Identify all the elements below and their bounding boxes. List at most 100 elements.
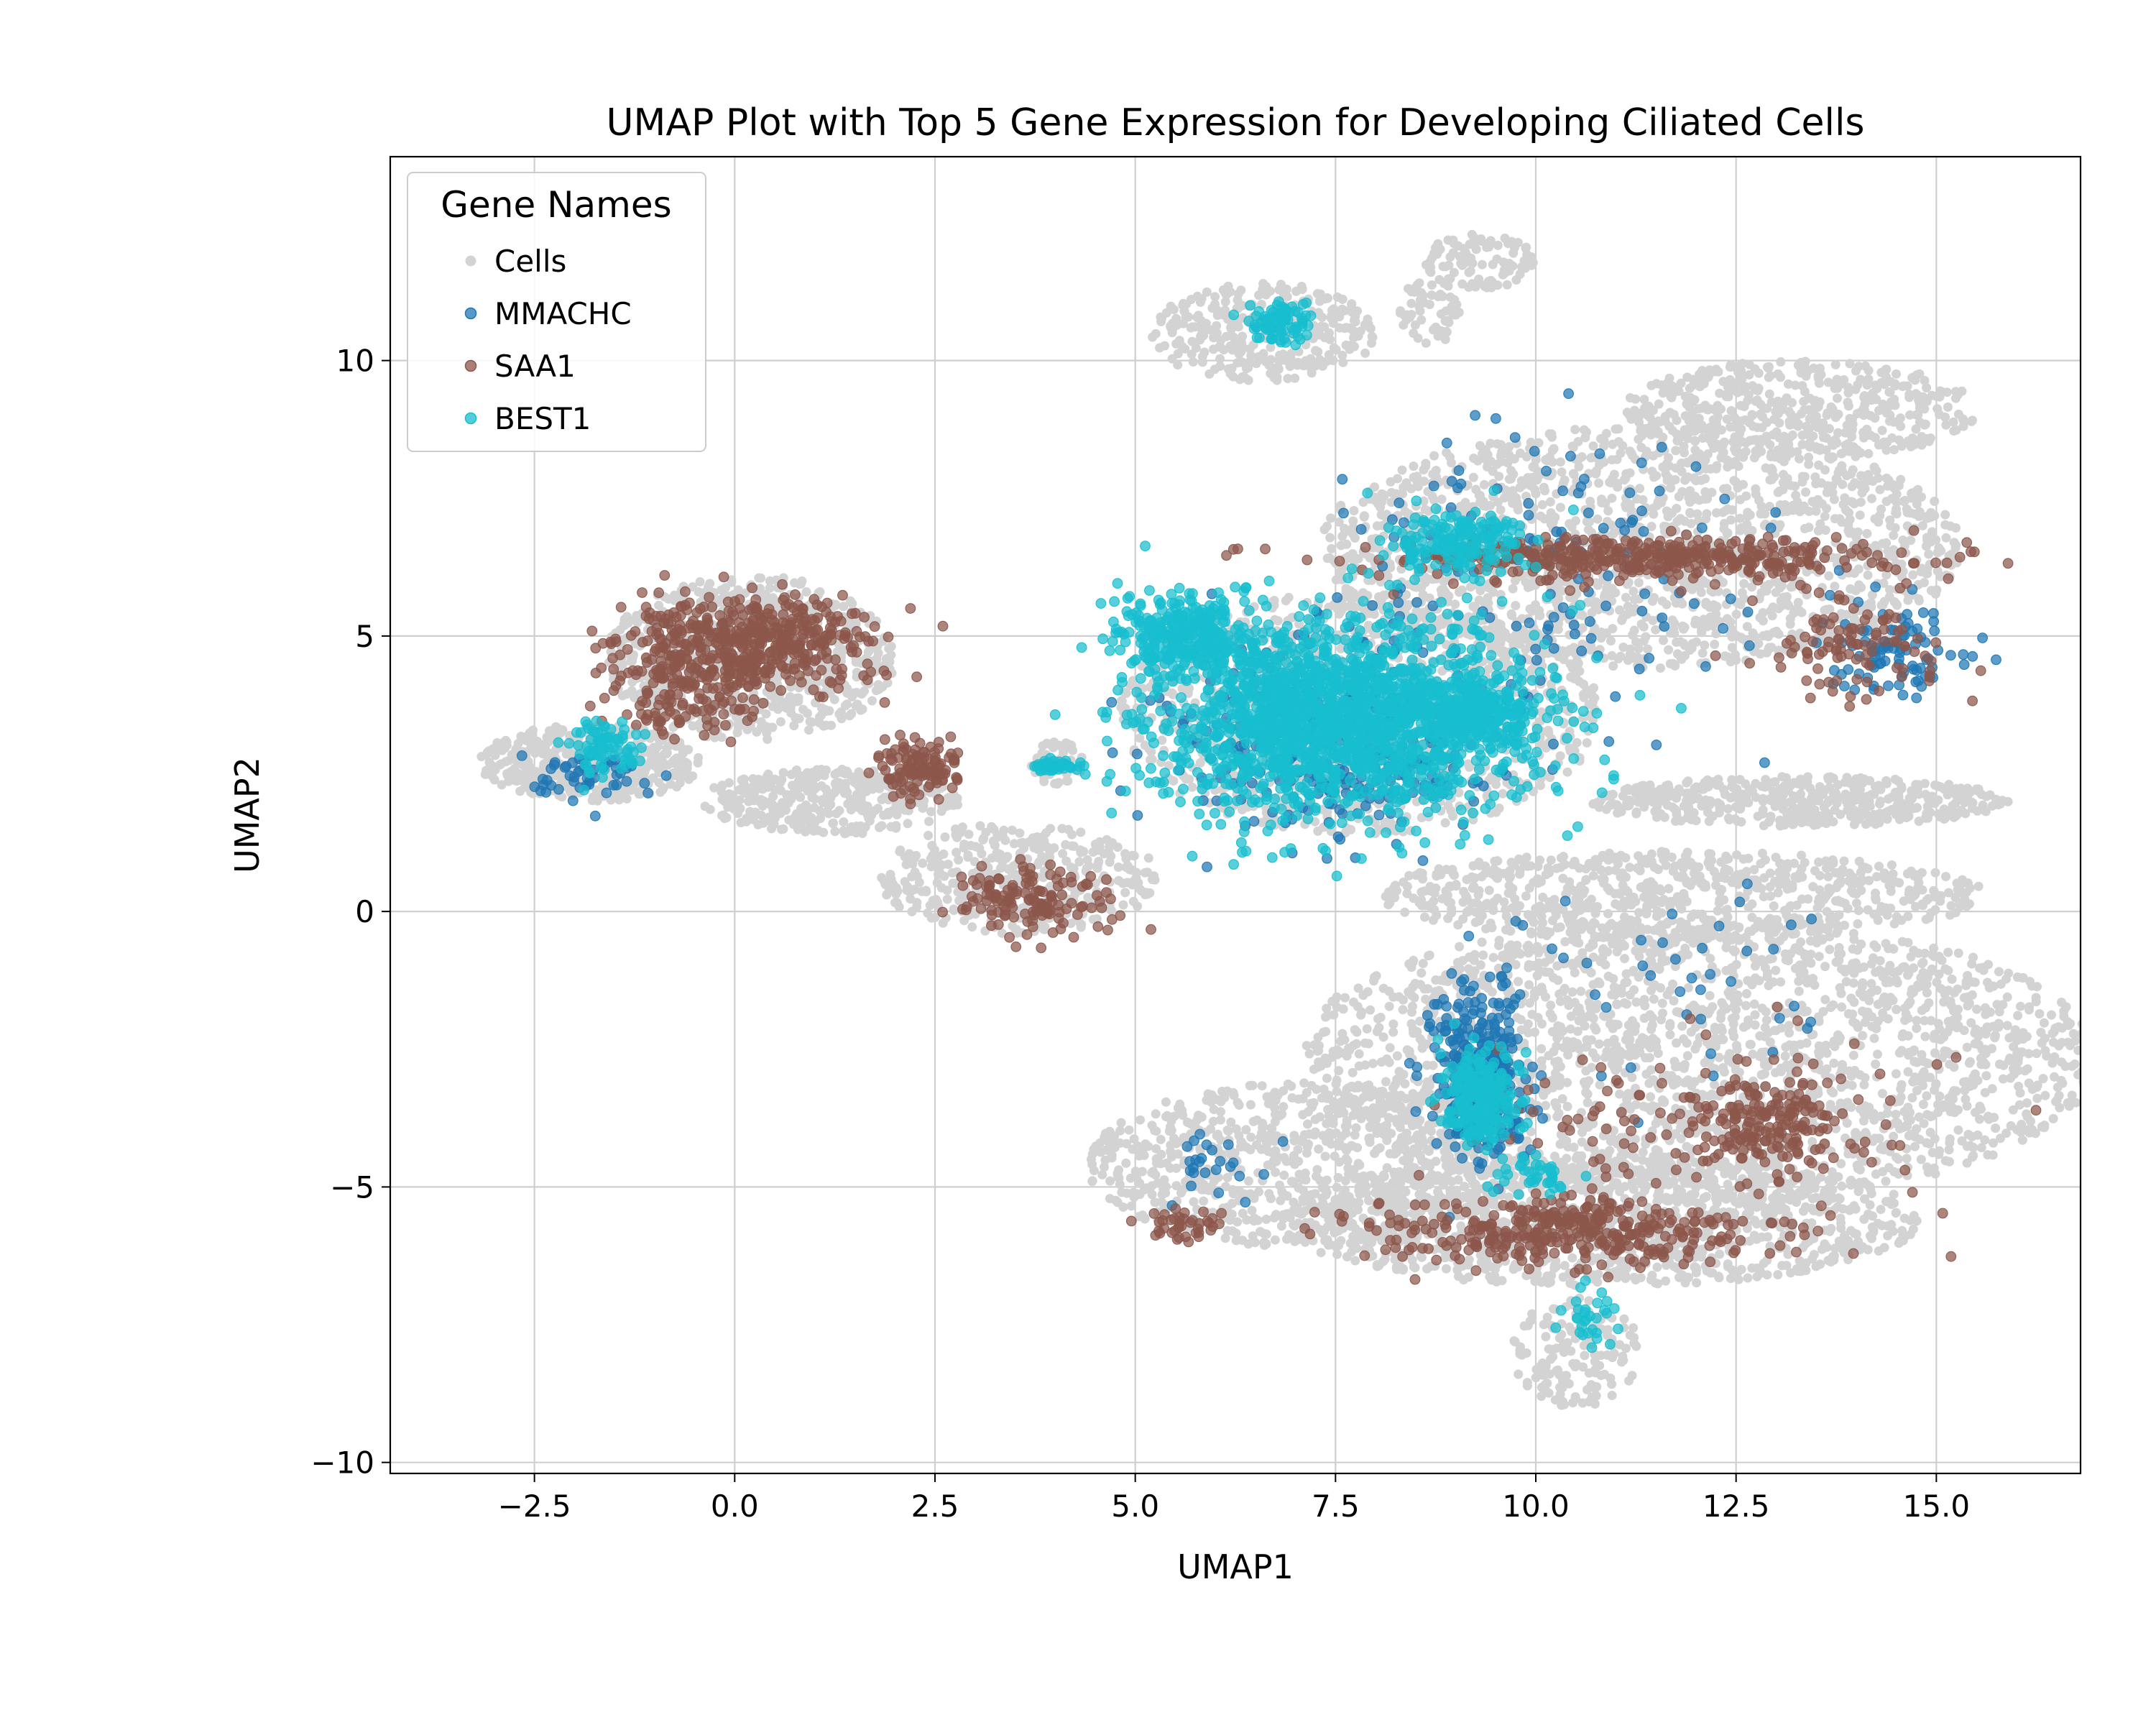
- point-cells: [1922, 569, 1932, 579]
- point-cells: [1406, 484, 1416, 494]
- point-cells: [543, 737, 553, 747]
- point-cells: [1773, 396, 1783, 406]
- point-cells: [1427, 280, 1437, 290]
- point-cells: [1272, 375, 1282, 385]
- point-cells: [1697, 648, 1708, 658]
- point-cells: [862, 809, 872, 819]
- point-cells: [1922, 383, 1932, 392]
- point-cells: [1663, 512, 1673, 522]
- point-cells: [1759, 631, 1769, 641]
- point-cells: [1508, 248, 1519, 258]
- point-cells: [939, 849, 949, 859]
- point-cells: [1723, 504, 1733, 514]
- point-cells: [1582, 427, 1591, 437]
- point-cells: [877, 873, 887, 883]
- point-cells: [854, 767, 864, 777]
- point-cells: [1192, 313, 1202, 322]
- point-cells: [1046, 824, 1056, 834]
- point-cells: [1545, 497, 1555, 507]
- point-cells: [837, 714, 847, 724]
- point-cells: [1922, 535, 1932, 546]
- point-cells: [1878, 600, 1888, 610]
- point-cells: [773, 704, 783, 714]
- point-cells: [1721, 392, 1731, 402]
- point-cells: [1424, 265, 1434, 275]
- point-cells: [1611, 424, 1621, 434]
- point-cells: [1500, 234, 1510, 243]
- point-cells: [1195, 335, 1205, 345]
- point-cells: [1120, 849, 1130, 859]
- point-cells: [1695, 449, 1705, 459]
- point-cells: [1700, 487, 1710, 497]
- point-cells: [1498, 270, 1508, 280]
- point-cells: [805, 717, 815, 727]
- point-cells: [1790, 380, 1800, 390]
- point-cells: [1442, 327, 1452, 337]
- point-cells: [1629, 594, 1639, 604]
- point-cells: [1796, 368, 1806, 378]
- point-cells: [1733, 461, 1743, 472]
- point-cells: [1858, 407, 1869, 417]
- point-cells: [1822, 410, 1832, 420]
- point-cells: [943, 860, 953, 869]
- point-cells: [1539, 482, 1549, 492]
- point-cells: [829, 694, 839, 704]
- point-cells: [1767, 611, 1777, 621]
- point-cells: [1379, 510, 1388, 520]
- point-cells: [1061, 840, 1071, 850]
- point-cells: [1160, 341, 1170, 351]
- point-cells: [754, 573, 764, 583]
- point-cells: [1854, 580, 1864, 590]
- point-cells: [1751, 484, 1761, 494]
- point-cells: [1657, 380, 1667, 390]
- point-cells: [1076, 922, 1086, 932]
- point-cells: [1215, 362, 1225, 371]
- point-cells: [1695, 495, 1705, 505]
- point-cells: [1188, 357, 1198, 367]
- point-cells: [565, 786, 575, 796]
- point-cells: [1508, 490, 1519, 500]
- point-cells: [1722, 484, 1732, 494]
- point-cells: [1862, 528, 1872, 538]
- point-cells: [840, 783, 850, 794]
- point-cells: [775, 717, 786, 727]
- point-cells: [1399, 320, 1409, 330]
- point-cells: [804, 725, 814, 735]
- point-cells: [1554, 584, 1565, 594]
- point-cells: [1519, 480, 1529, 490]
- point-cells: [1528, 462, 1538, 472]
- point-cells: [1940, 510, 1950, 520]
- point-cells: [1526, 581, 1536, 592]
- point-cells: [1416, 583, 1427, 593]
- point-cells: [1099, 849, 1109, 859]
- point-cells: [1340, 524, 1350, 534]
- point-cells: [1889, 395, 1899, 405]
- point-cells: [1881, 364, 1892, 374]
- point-cells: [1863, 570, 1873, 580]
- point-cells: [812, 765, 822, 775]
- point-cells: [768, 799, 777, 809]
- point-cells: [645, 749, 655, 759]
- point-cells: [1935, 410, 1945, 420]
- point-cells: [1606, 636, 1616, 646]
- point-cells: [1667, 381, 1677, 391]
- point-cells: [1713, 367, 1723, 377]
- point-cells: [1735, 525, 1745, 535]
- point-cells: [1315, 330, 1325, 340]
- point-cells: [1008, 870, 1018, 879]
- point-cells: [593, 790, 603, 800]
- point-cells: [1942, 387, 1952, 397]
- point-cells: [1649, 472, 1659, 482]
- point-cells: [1549, 443, 1559, 454]
- point-cells: [1645, 413, 1655, 423]
- point-cells: [1881, 538, 1892, 548]
- point-cells: [942, 886, 952, 896]
- point-cells: [793, 824, 803, 834]
- point-cells: [521, 735, 531, 745]
- point-cells: [1858, 428, 1869, 438]
- point-cells: [1445, 252, 1455, 262]
- point-cells: [1845, 528, 1854, 538]
- point-cells: [1000, 835, 1010, 845]
- point-cells: [1501, 258, 1511, 268]
- point-cells: [1603, 506, 1613, 516]
